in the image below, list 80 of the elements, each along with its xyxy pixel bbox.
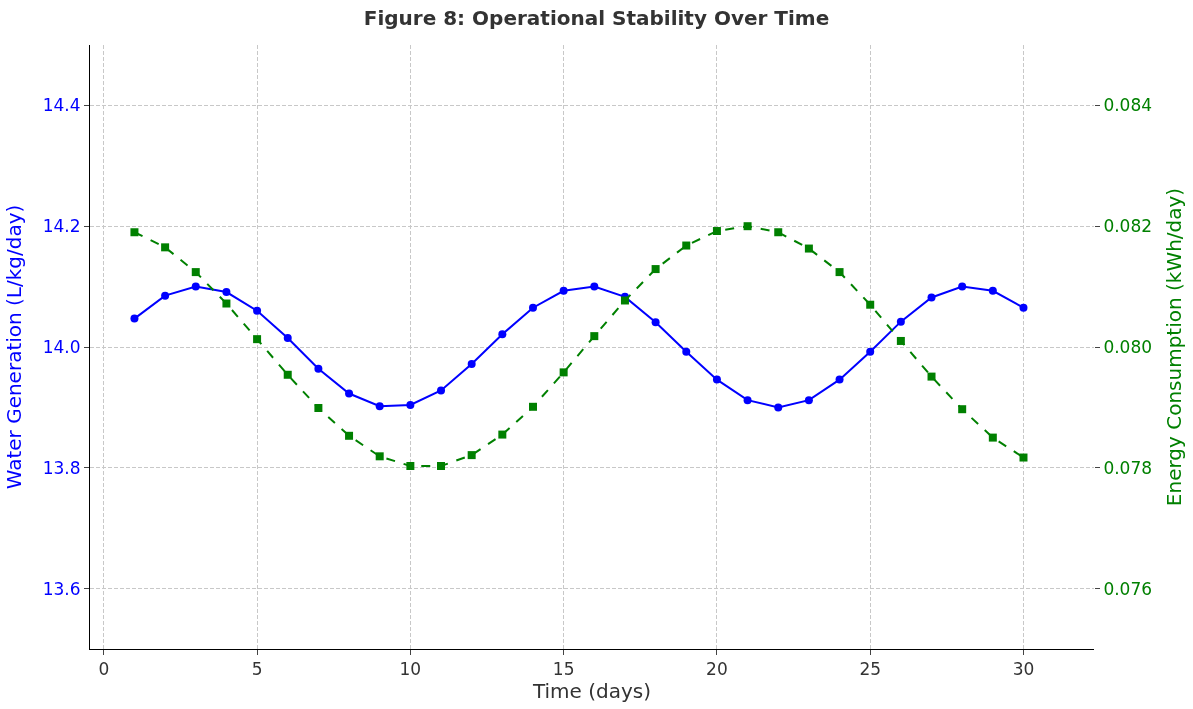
point bbox=[375, 452, 384, 461]
point bbox=[161, 243, 170, 252]
y-axis-title: Water Generation (L/kg/day) bbox=[2, 204, 27, 490]
point bbox=[896, 317, 905, 326]
point bbox=[927, 372, 936, 381]
point bbox=[896, 336, 905, 345]
point bbox=[314, 364, 323, 373]
point bbox=[620, 296, 629, 305]
x-tick-label: 15 bbox=[552, 659, 575, 680]
point bbox=[222, 288, 231, 297]
point bbox=[437, 461, 446, 470]
x-tick-label: 10 bbox=[399, 659, 422, 680]
point bbox=[130, 314, 139, 323]
y2-tick-label: 0.080 bbox=[1103, 336, 1153, 357]
point bbox=[712, 227, 721, 236]
point bbox=[927, 293, 936, 302]
point bbox=[866, 300, 875, 309]
y-tick-label: 13.6 bbox=[42, 578, 81, 599]
point bbox=[590, 332, 599, 341]
y-tick-label: 14.0 bbox=[42, 336, 81, 357]
y2-tick-label: 0.076 bbox=[1103, 578, 1153, 599]
point bbox=[559, 286, 568, 295]
x-tick-label: 30 bbox=[1012, 659, 1035, 680]
point bbox=[774, 403, 783, 412]
y2-axis-title: Energy Consumption (kWh/day) bbox=[1161, 187, 1186, 507]
point bbox=[283, 333, 292, 342]
point bbox=[712, 375, 721, 384]
point bbox=[406, 461, 415, 470]
point bbox=[743, 222, 752, 231]
point bbox=[866, 347, 875, 356]
x-axis-title: Time (days) bbox=[531, 679, 652, 704]
point bbox=[590, 282, 599, 291]
y2-tick-label: 0.084 bbox=[1103, 95, 1153, 116]
point bbox=[467, 451, 476, 460]
point bbox=[774, 228, 783, 237]
point bbox=[804, 244, 813, 253]
point bbox=[835, 268, 844, 277]
point bbox=[191, 268, 200, 277]
point bbox=[835, 375, 844, 384]
point bbox=[498, 330, 507, 339]
point bbox=[958, 282, 967, 291]
point bbox=[253, 306, 262, 315]
x-tick-label: 25 bbox=[859, 659, 882, 680]
point bbox=[345, 389, 354, 398]
point bbox=[651, 265, 660, 274]
point bbox=[222, 299, 231, 308]
point bbox=[498, 430, 507, 439]
point bbox=[191, 282, 200, 291]
x-tick-label: 0 bbox=[98, 659, 110, 680]
chart-title: Figure 8: Operational Stability Over Time bbox=[363, 5, 830, 30]
point bbox=[161, 291, 170, 300]
point bbox=[804, 396, 813, 405]
x-tick-label: 20 bbox=[706, 659, 728, 680]
point bbox=[130, 228, 139, 237]
point bbox=[958, 405, 967, 414]
point bbox=[743, 396, 752, 405]
point bbox=[253, 335, 262, 344]
point bbox=[345, 431, 354, 440]
point bbox=[406, 400, 415, 409]
point bbox=[651, 318, 660, 327]
point bbox=[528, 402, 537, 411]
point bbox=[559, 368, 568, 377]
y2-tick-label: 0.082 bbox=[1103, 216, 1153, 237]
point bbox=[283, 370, 292, 379]
point bbox=[988, 286, 997, 295]
point bbox=[1019, 453, 1028, 462]
y2-tick-label: 0.078 bbox=[1103, 457, 1153, 478]
point bbox=[1019, 303, 1028, 312]
x-tick-label: 5 bbox=[251, 659, 263, 680]
point bbox=[314, 404, 323, 412]
point bbox=[988, 433, 997, 442]
point bbox=[528, 303, 537, 312]
point bbox=[375, 402, 384, 411]
point bbox=[467, 359, 476, 368]
y-tick-label: 13.8 bbox=[42, 457, 81, 478]
point bbox=[682, 347, 691, 356]
y-tick-label: 14.4 bbox=[42, 95, 81, 116]
point bbox=[437, 386, 446, 395]
y-tick-label: 14.2 bbox=[42, 216, 81, 237]
point bbox=[682, 241, 691, 250]
